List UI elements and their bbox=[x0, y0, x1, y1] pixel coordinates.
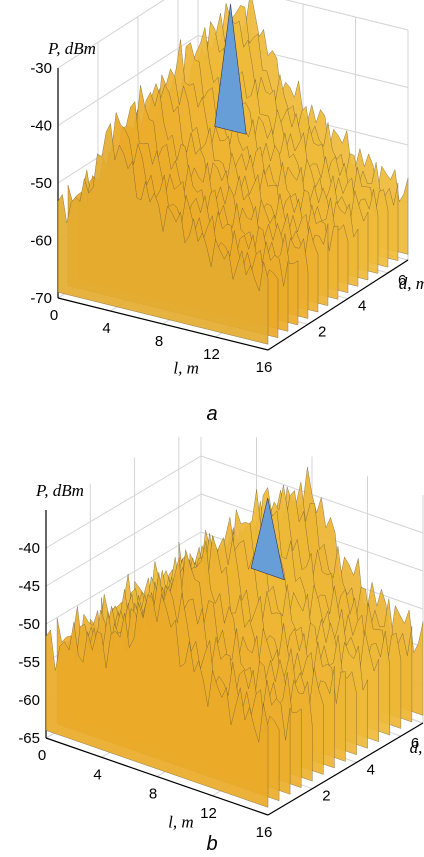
surface-plot-b: -40 -45 -50 -55 -60 -650 4 8 12 16 2 4 6 P, dBm l, m d,… bbox=[18, 437, 424, 837]
z-tick-label: -70 bbox=[30, 290, 52, 307]
z-tick-label: -45 bbox=[18, 578, 40, 595]
panel-caption-b: b bbox=[206, 833, 218, 855]
tick-labels: -40 -45 -50 -55 -60 -650 4 8 12 16 2 4 6 bbox=[18, 540, 419, 837]
tick-labels: -30 -40 -50 -60 -700 4 8 12 16 2 4 6 bbox=[30, 60, 406, 376]
y-tick-label: 2 bbox=[322, 788, 330, 805]
x-tick-label: 4 bbox=[93, 766, 101, 783]
z-axis-title: P, dBm bbox=[35, 481, 84, 500]
x-tick-label: 12 bbox=[200, 805, 217, 822]
surface-strip bbox=[45, 594, 269, 808]
z-tick-label: -60 bbox=[30, 233, 52, 250]
surface-plot-a: -30 -40 -50 -60 -700 4 8 12 16 2 4 6 P, dBm l, m d, m bbox=[30, 0, 424, 377]
y-tick-label: 2 bbox=[318, 323, 326, 340]
z-tick-label: -40 bbox=[30, 118, 52, 135]
y-tick-label: 6 bbox=[411, 735, 419, 752]
x-tick-label: 8 bbox=[149, 786, 157, 803]
z-tick-label: -50 bbox=[30, 175, 52, 192]
surface-peak bbox=[250, 497, 285, 581]
y-tick-label: 4 bbox=[358, 298, 366, 315]
x-axis-title: l, m bbox=[168, 812, 194, 831]
y-axis-title: d, m bbox=[399, 274, 424, 293]
x-tick-label: 8 bbox=[155, 333, 163, 350]
z-tick-label: -50 bbox=[18, 616, 40, 633]
z-tick-label: -55 bbox=[18, 654, 40, 671]
surface bbox=[57, 0, 409, 345]
z-tick-label: -30 bbox=[30, 60, 52, 77]
y-tick-label: 6 bbox=[398, 272, 406, 289]
surface-peak bbox=[214, 3, 247, 135]
x-tick-label: 0 bbox=[50, 307, 58, 324]
x-tick-label: 16 bbox=[256, 359, 273, 376]
y-tick-label: 4 bbox=[367, 761, 375, 778]
surface-strip bbox=[57, 122, 269, 345]
y-axis-title: d, m bbox=[410, 738, 424, 757]
chart-panel-b: -40 -45 -50 -55 -60 -65 0 4 8 12 16 2 4 6 P, dBm l, m d,… bbox=[0, 437, 424, 857]
surface bbox=[45, 467, 424, 808]
x-tick-label: 4 bbox=[102, 320, 110, 337]
x-tick-label: 12 bbox=[203, 346, 220, 363]
z-axis-title: P, dBm bbox=[47, 39, 96, 58]
z-tick-label: -60 bbox=[18, 692, 40, 709]
x-tick-label: 16 bbox=[256, 824, 273, 837]
z-tick-label: -65 bbox=[18, 730, 40, 747]
x-tick-label: 0 bbox=[38, 747, 46, 764]
z-tick-label: -40 bbox=[18, 540, 40, 557]
chart-panel-a: -30 -40 -50 -60 -700 4 8 12 16 2 4 6 P, dBm l, m d, m bbox=[0, 0, 424, 400]
x-axis-title: l, m bbox=[173, 358, 199, 377]
panel-caption-a: a bbox=[206, 403, 218, 425]
